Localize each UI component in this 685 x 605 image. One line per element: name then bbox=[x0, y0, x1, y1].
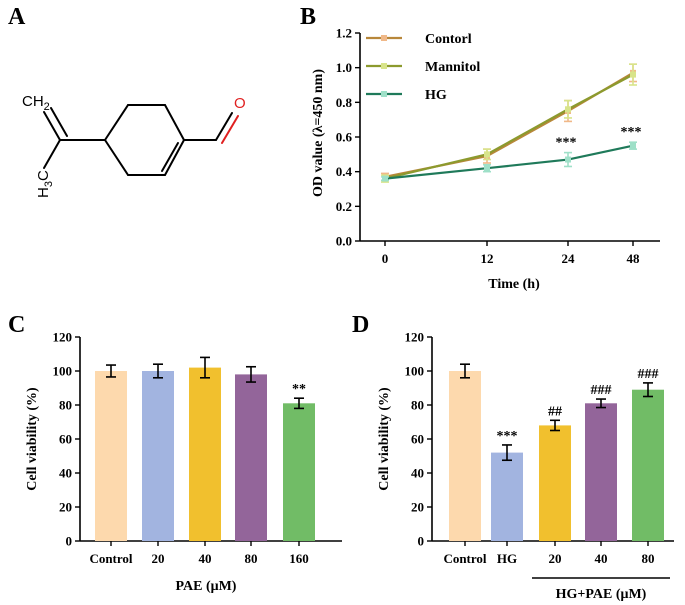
panel-letter-b: B bbox=[300, 4, 316, 30]
data-point bbox=[484, 165, 490, 172]
y-tick-label: 0.8 bbox=[336, 95, 353, 110]
y-tick-label: 0.4 bbox=[336, 164, 353, 179]
significance-label: *** bbox=[556, 136, 577, 151]
bar bbox=[235, 374, 267, 541]
y-tick-label: 20 bbox=[59, 500, 72, 515]
y-axis-label: OD value (λ=450 nm) bbox=[311, 69, 326, 197]
data-point bbox=[484, 151, 490, 158]
y-tick-label: 1.0 bbox=[336, 60, 352, 75]
series-line bbox=[384, 144, 634, 180]
significance-label: *** bbox=[621, 125, 642, 140]
chart-c: 0 20 40 60 80 100 120 Control 20 40 80 160 ** Cell vi… bbox=[25, 330, 342, 594]
x-tick-label: 20 bbox=[549, 551, 562, 566]
x-tick-label: 0 bbox=[382, 251, 389, 266]
panel-letter-c: C bbox=[8, 312, 25, 338]
y-tick-label: 0.6 bbox=[336, 130, 353, 145]
chemical-structure: CH2 H3C O bbox=[22, 93, 246, 198]
x-tick-label: 80 bbox=[245, 551, 258, 566]
y-tick-label: 20 bbox=[411, 500, 424, 515]
x-axis-label: Time (h) bbox=[488, 277, 540, 292]
x-tick-label: 40 bbox=[199, 551, 212, 566]
legend-marker bbox=[381, 91, 387, 97]
x-tick-label: 24 bbox=[562, 251, 576, 266]
bar bbox=[283, 403, 315, 541]
x-tick-label: HG bbox=[497, 551, 517, 566]
y-tick-label: 40 bbox=[411, 466, 424, 481]
legend-label: HG bbox=[425, 88, 447, 103]
x-tick-label: Control bbox=[89, 551, 132, 566]
legend-marker bbox=[381, 63, 387, 69]
y-axis-label: Cell viability (%) bbox=[377, 387, 392, 491]
data-point bbox=[630, 142, 636, 149]
chart-b: 0.0 0.2 0.4 0.6 0.8 1.0 1.2 0 12 24 48 Time (h) OD v… bbox=[311, 26, 660, 292]
series-line bbox=[384, 73, 634, 180]
y-tick-label: 1.2 bbox=[336, 26, 352, 41]
panel-letter-a: A bbox=[8, 4, 26, 30]
y-tick-label: 0 bbox=[66, 534, 73, 549]
y-tick-label: 100 bbox=[405, 364, 425, 379]
y-axis-label: Cell viability (%) bbox=[25, 387, 40, 491]
legend-marker bbox=[381, 35, 387, 41]
data-point bbox=[565, 156, 571, 163]
y-tick-label: 0.0 bbox=[336, 234, 352, 249]
x-tick-label: 12 bbox=[481, 251, 494, 266]
bar bbox=[142, 371, 174, 541]
y-tick-label: 60 bbox=[59, 432, 72, 447]
x-tick-label: 80 bbox=[642, 551, 655, 566]
significance-label: ### bbox=[638, 367, 659, 382]
y-tick-label: 40 bbox=[59, 466, 72, 481]
panel-letter-d: D bbox=[352, 312, 369, 338]
ch2-label: CH2 bbox=[22, 93, 50, 113]
oxygen-label: O bbox=[234, 95, 246, 112]
x-tick-label: 160 bbox=[289, 551, 309, 566]
y-tick-label: 0.2 bbox=[336, 199, 352, 214]
bar bbox=[95, 371, 127, 541]
data-point bbox=[630, 71, 636, 78]
significance-label: ## bbox=[548, 404, 562, 419]
data-point bbox=[382, 175, 388, 182]
group-label: HG+PAE (μM) bbox=[556, 587, 647, 602]
x-tick-label: 48 bbox=[627, 251, 641, 266]
y-tick-label: 80 bbox=[59, 398, 72, 413]
y-tick-label: 80 bbox=[411, 398, 424, 413]
h3c-label: H3C bbox=[35, 170, 55, 198]
significance-label: ** bbox=[292, 382, 306, 397]
bar bbox=[585, 403, 617, 541]
y-tick-label: 0 bbox=[418, 534, 425, 549]
significance-label: *** bbox=[497, 429, 518, 444]
bar bbox=[189, 367, 221, 541]
x-tick-label: 40 bbox=[595, 551, 608, 566]
series-line bbox=[384, 71, 634, 178]
x-tick-label: Control bbox=[443, 551, 486, 566]
x-axis-label: PAE (μM) bbox=[176, 579, 237, 594]
legend-label: Contorl bbox=[425, 32, 472, 47]
y-tick-label: 100 bbox=[53, 364, 73, 379]
bar bbox=[632, 389, 664, 541]
bar bbox=[539, 425, 571, 541]
structure-bonds bbox=[43, 104, 239, 176]
x-tick-label: 20 bbox=[152, 551, 165, 566]
y-tick-label: 120 bbox=[53, 330, 73, 345]
y-tick-label: 120 bbox=[405, 330, 425, 345]
significance-label: ### bbox=[591, 383, 612, 398]
chart-d: 0 20 40 60 80 100 120 Control HG *** 20 ## 40 ### 80 ##… bbox=[377, 330, 674, 602]
bar bbox=[449, 371, 481, 541]
bar bbox=[491, 452, 523, 541]
y-tick-label: 60 bbox=[411, 432, 424, 447]
legend-label: Mannitol bbox=[425, 60, 480, 75]
data-point bbox=[565, 106, 571, 113]
